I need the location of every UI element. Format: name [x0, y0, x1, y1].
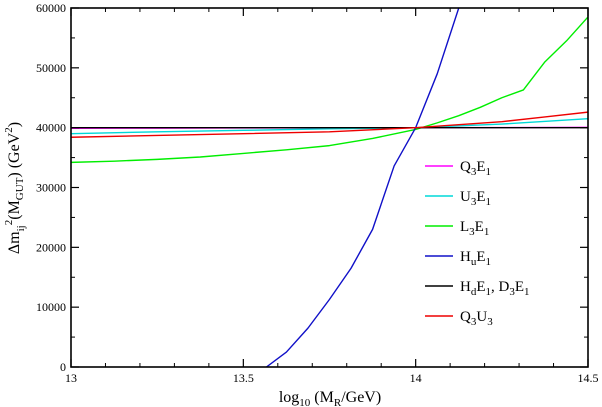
legend-label: L3E1: [460, 219, 489, 238]
legend-label: U3E1: [460, 189, 491, 208]
y-tick-label: 40000: [36, 121, 66, 135]
x-tick-label: 14: [410, 371, 422, 385]
y-tick-label: 20000: [36, 240, 66, 254]
series-line-u3e1: [71, 117, 588, 135]
x-axis-title: log10 (MR/GeV): [279, 389, 381, 407]
y-axis-title: Δmij2(MGUT) (GeV2): [3, 122, 27, 254]
series-layer: [71, 8, 588, 367]
legend-label: Q3E1: [460, 159, 491, 178]
x-tick-label: 13.5: [233, 371, 254, 385]
legend-label: Q3U3: [460, 309, 493, 328]
legend-label: HdE1, D3E1: [460, 279, 530, 298]
y-tick-label: 60000: [36, 1, 66, 15]
x-tick-label: 14.5: [578, 371, 599, 385]
legend-label: HuE1: [460, 249, 491, 268]
series-line-l3e1: [71, 16, 588, 164]
legend: Q3E1 U3E1 L3E1 HuE1 HdE1, D3E1 Q3U3: [425, 159, 530, 328]
y-tick-label: 50000: [36, 61, 66, 75]
y-tick-label: 30000: [36, 181, 66, 195]
series-line-q3u3: [71, 111, 588, 138]
x-tick-label: 13: [65, 371, 77, 385]
series-line-hue1: [266, 8, 460, 367]
ticks-layer: 13 13.5 14 14.5 0 10000 20000 30000 40000 50000 60…: [36, 1, 599, 385]
y-tick-label: 10000: [36, 300, 66, 314]
y-tick-label: 0: [60, 360, 66, 374]
